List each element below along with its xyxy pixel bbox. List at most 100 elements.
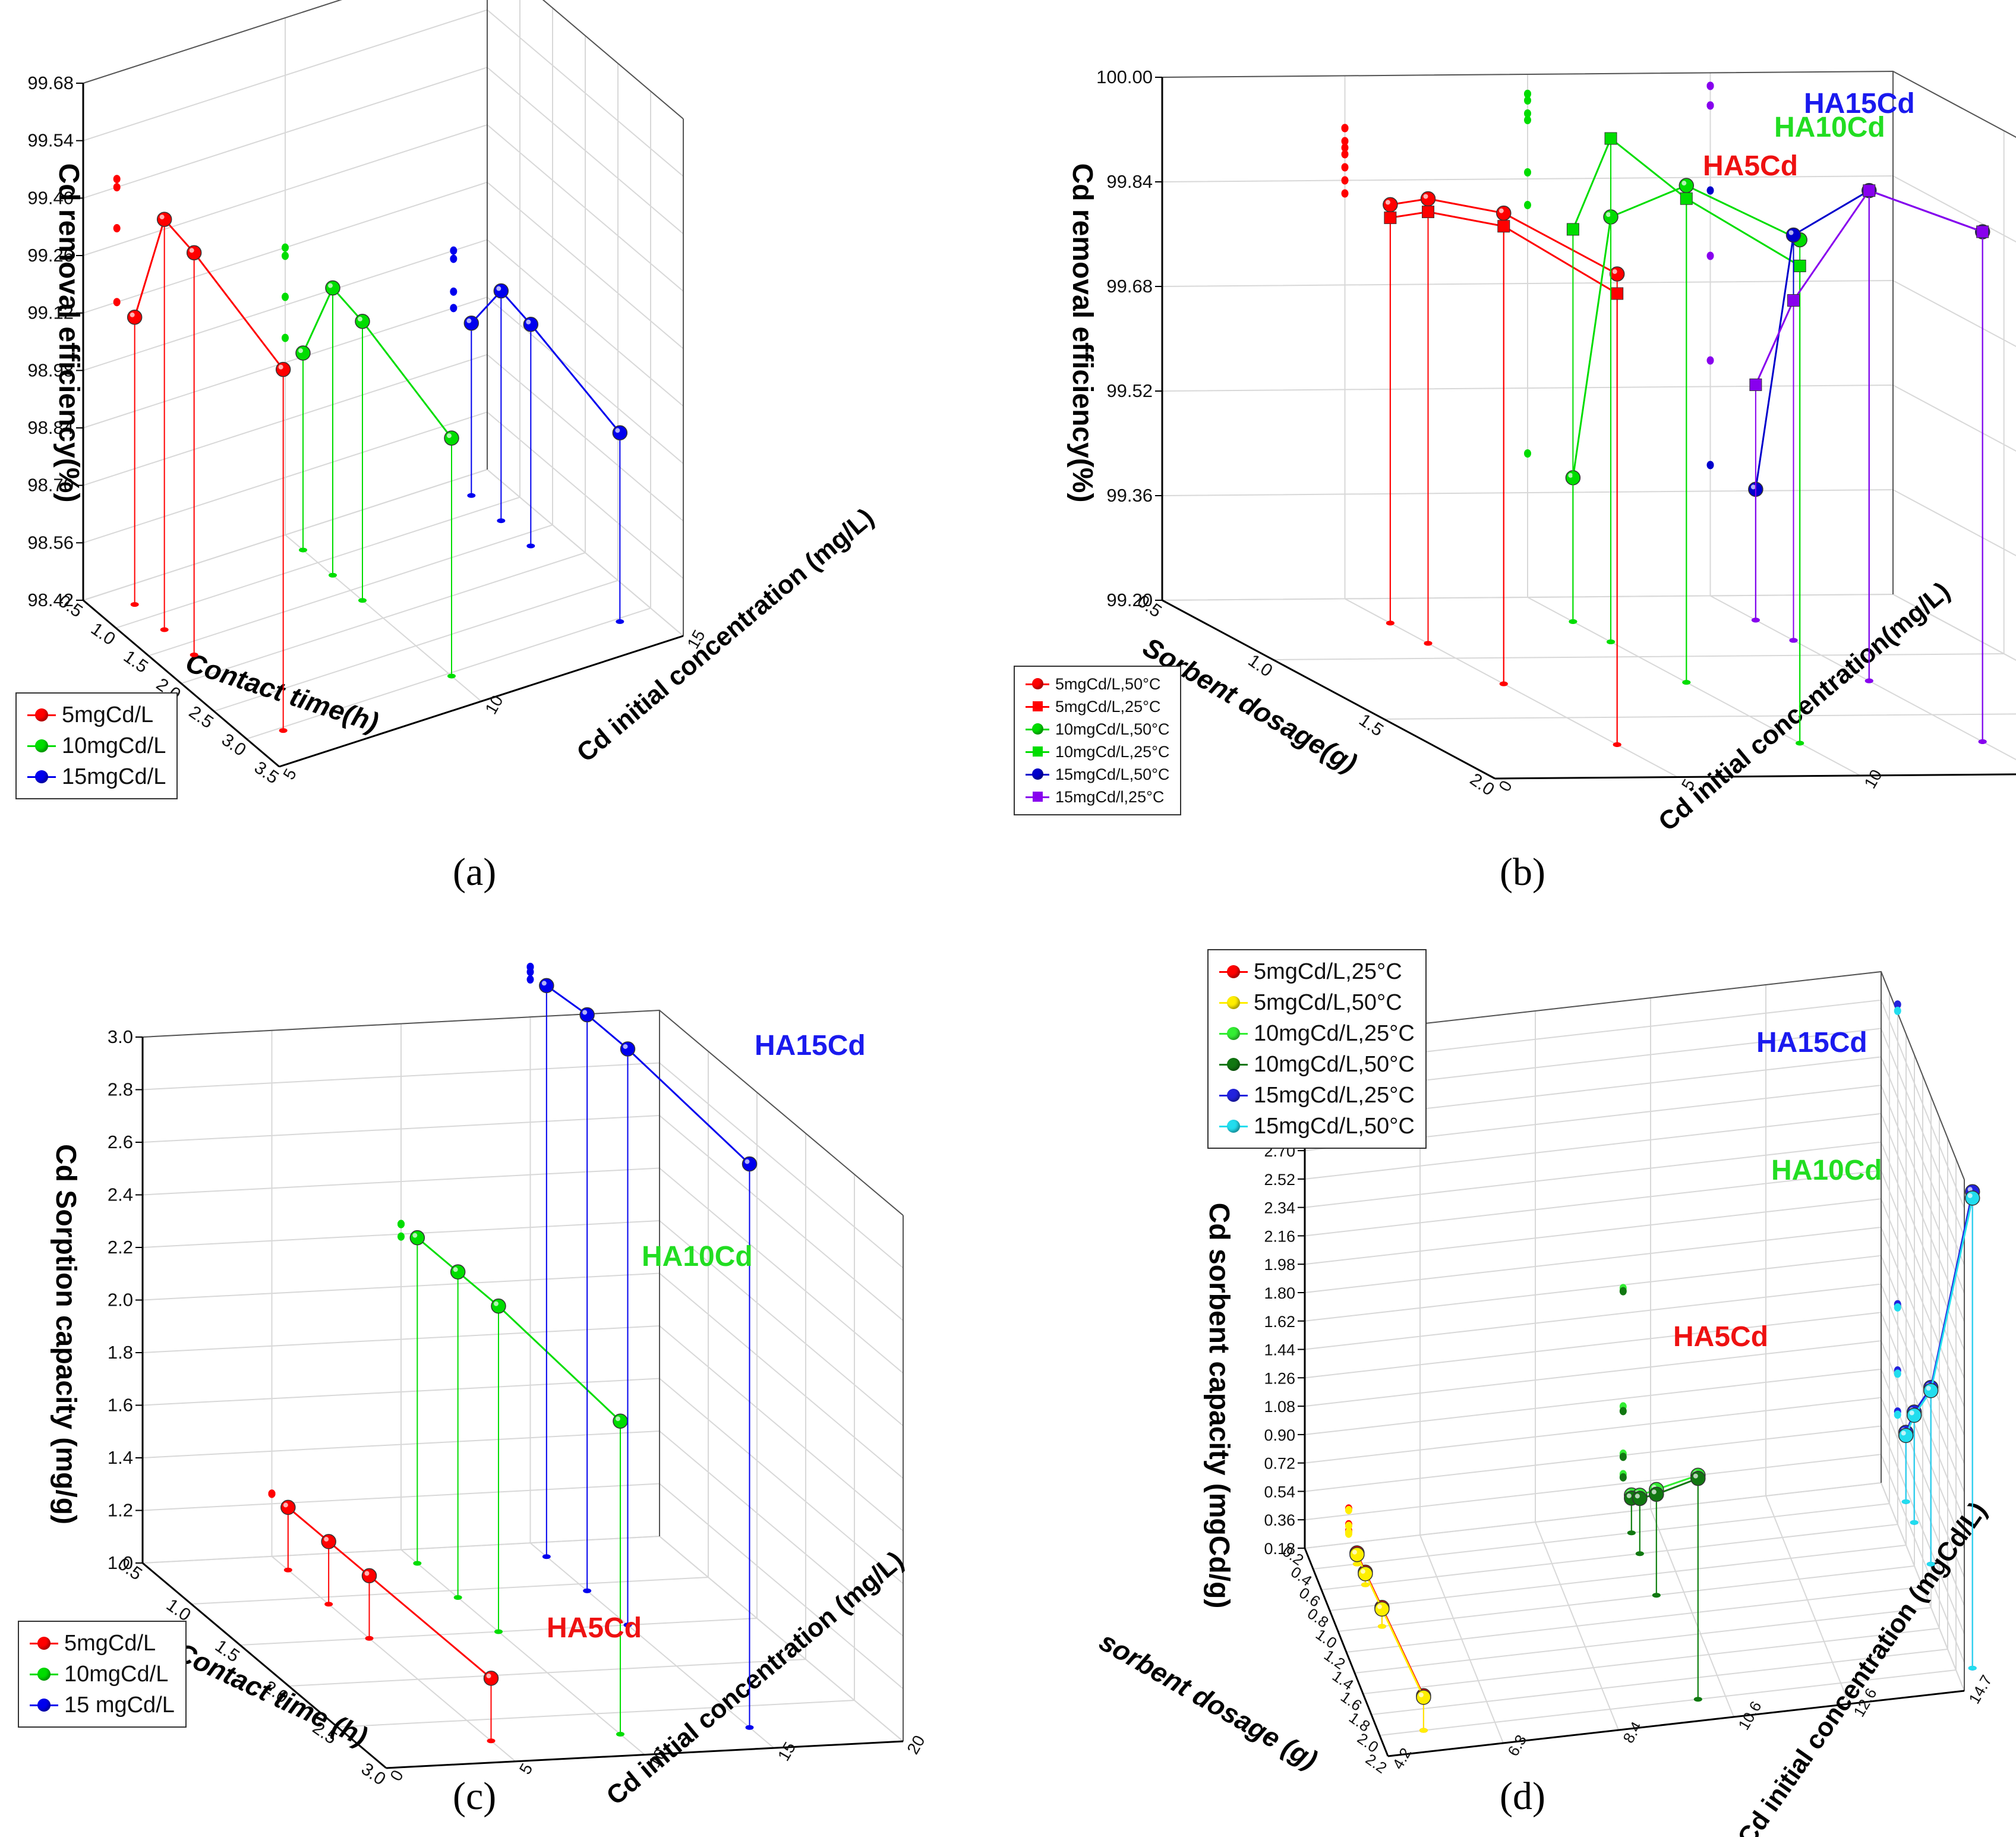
series-2 (1524, 90, 1807, 746)
data-point-highlight (278, 364, 283, 370)
data-point (613, 1413, 628, 1429)
grid-line-y (1419, 1024, 1504, 1744)
data-point (1349, 1546, 1365, 1562)
annotation-ha10cd: HA10Cd (642, 1241, 753, 1272)
floor-projection (365, 1636, 374, 1641)
wall-projection (113, 224, 121, 233)
z-tick-label: 0.72 (1264, 1455, 1295, 1473)
floor-projection (1607, 639, 1615, 644)
z-tick-label: 1.98 (1264, 1256, 1295, 1274)
series-line (1905, 1198, 1974, 1436)
legend-label: 15mgCd/L (62, 764, 166, 789)
grid-line-x (288, 1133, 806, 1687)
y-tick-label: 5 (279, 765, 300, 783)
data-point (361, 1568, 377, 1584)
z-tick-label: 99.52 (1106, 380, 1153, 401)
floor-projection (623, 1622, 632, 1628)
wall-projection (1706, 186, 1714, 195)
data-point (1680, 192, 1693, 205)
floor-projection (1386, 620, 1395, 626)
figure-label-b: (b) (1500, 850, 1545, 894)
data-point-highlight (1681, 181, 1687, 186)
data-point (1787, 294, 1800, 307)
legend-item: 15mgCd/L,50°C (1219, 1111, 1415, 1142)
data-point-highlight (744, 1159, 750, 1164)
x-tick-label: 2.2 (1362, 1750, 1390, 1777)
data-point (275, 361, 291, 377)
wall-projection (1706, 356, 1714, 365)
floor-projection (1796, 741, 1804, 746)
grid-lines (83, 0, 684, 767)
floor-projection (130, 602, 139, 607)
x-tick-label: 3.0 (358, 1759, 389, 1789)
square-marker-icon (1026, 745, 1049, 759)
data-point-highlight (130, 312, 135, 317)
floor-projection (487, 1738, 496, 1744)
data-point (280, 1499, 296, 1515)
wall-projection (1894, 1369, 1901, 1378)
y-axis (1387, 1690, 1965, 1757)
y-tick-label: 6.3 (1504, 1732, 1530, 1759)
data-point (1384, 211, 1397, 224)
x-tick-label: 3.0 (218, 730, 250, 760)
legend-item: 5mgCd/L (27, 699, 166, 730)
grid-line-z (83, 239, 684, 407)
data-point (127, 310, 143, 325)
data-point-highlight (1750, 484, 1756, 490)
y-axis-label: Cd initial concentration (mg/L) (601, 1546, 908, 1811)
data-point (523, 317, 539, 332)
legend-item: 5mgCd/L (30, 1628, 175, 1659)
data-point (1420, 191, 1436, 207)
data-point (321, 1534, 336, 1549)
z-tick-label: 98.84 (27, 417, 74, 438)
data-point-highlight (283, 1502, 288, 1508)
wall-projection (113, 298, 121, 307)
z-tick-label: 2.2 (108, 1237, 133, 1258)
data-point (1863, 184, 1876, 197)
data-point-highlight (1635, 1493, 1640, 1499)
grid-line-y (1765, 985, 1850, 1704)
data-point-highlight (1909, 1410, 1914, 1416)
data-point (409, 1230, 425, 1246)
data-point-highlight (1693, 1473, 1698, 1479)
legend-item: 5mgCd/L,25°C (1219, 956, 1415, 987)
data-point-highlight (189, 248, 194, 253)
data-point (1416, 1690, 1431, 1705)
sphere-marker-icon (27, 738, 56, 754)
floor-projection (283, 1567, 292, 1573)
data-point (1785, 227, 1802, 243)
wall-projection (450, 254, 458, 263)
x-tick-label: 1.8 (1346, 1709, 1374, 1735)
grid-line-z (1304, 1198, 1965, 1407)
floor-projection (1789, 638, 1798, 643)
z-tick-label: 1.08 (1264, 1398, 1295, 1416)
z-tick-label: 1.26 (1264, 1369, 1295, 1387)
y-tick-label: 8.4 (1619, 1719, 1645, 1746)
grid-line-z (83, 468, 684, 637)
floor-projection (1635, 1551, 1644, 1556)
grid-line-x (181, 36, 586, 684)
grid-line-x (213, 63, 619, 712)
annotation-ha10cd: HA10Cd (1774, 112, 1885, 143)
series-3 (1524, 90, 1806, 746)
square-marker-icon (1026, 699, 1049, 714)
series-1 (397, 1220, 628, 1737)
series-line (134, 218, 284, 370)
z-tick-label: 2.6 (108, 1132, 133, 1152)
panel-c: 1.0 1.2 1.4 1.6 1.8 2.0 2.2 2.4 2.6 2.8 3.0 0.5 1.0 1… (0, 918, 1008, 1837)
sphere-marker-icon (30, 1635, 58, 1652)
series-2 (450, 246, 628, 624)
legend-label: 5mgCd/L,25°C (1254, 959, 1402, 984)
legend-label: 5mgCd/L,50°C (1254, 990, 1402, 1015)
series-0 (1341, 124, 1625, 747)
data-point-highlight (1498, 208, 1504, 213)
grid-line-y (285, 18, 482, 702)
grid-line-z (1304, 1170, 1965, 1379)
legend-label: 10mgCd/L,50°C (1055, 720, 1170, 738)
wall-projection (1524, 96, 1531, 105)
legend-item: 5mgCd/L,50°C (1219, 987, 1415, 1018)
data-point (463, 316, 479, 331)
legend-label: 10mgCd/L,25°C (1055, 742, 1170, 761)
data-point (1976, 225, 1989, 238)
grid-line-z (1162, 175, 2016, 243)
